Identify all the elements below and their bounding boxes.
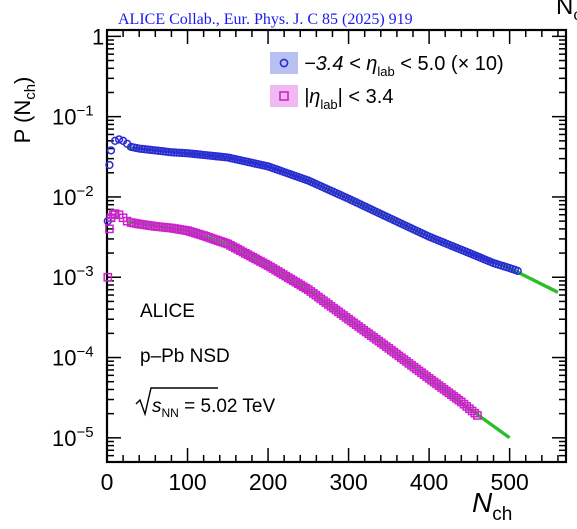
y-tick-label: 10−5 — [52, 424, 94, 451]
x-tick-label: 300 — [329, 469, 367, 495]
data-point-square — [185, 227, 195, 236]
x-tick-label: 0 — [101, 469, 114, 495]
data-point-square — [465, 404, 474, 414]
data-point-circle — [110, 136, 120, 145]
y-axis-label: P (Nch) — [10, 77, 39, 144]
citation-text: ALICE Collab., Eur. Phys. J. C 85 (2025)… — [118, 11, 413, 28]
x-tick-label: 100 — [168, 469, 206, 495]
legend-marker-circle — [279, 58, 289, 68]
legend-label-1: |ηlab| < 3.4 — [304, 86, 393, 112]
data-point-square — [109, 210, 118, 220]
data-point-circle — [167, 148, 176, 157]
data-markers — [103, 135, 522, 420]
data-point-circle — [105, 160, 114, 170]
data-point-square — [188, 227, 198, 237]
fit-curve-0 — [126, 146, 559, 294]
data-point-square — [462, 402, 472, 411]
data-point-circle — [178, 148, 187, 158]
data-point-square — [470, 408, 480, 418]
y-tick-label: 10−1 — [52, 103, 94, 130]
sqrt-symbol — [135, 387, 218, 417]
data-point-square — [103, 272, 113, 282]
legend-swatch-bg-0 — [270, 52, 298, 74]
energy-text: sNN = 5.02 TeV — [152, 396, 275, 420]
data-point-square — [191, 228, 200, 238]
y-tick-label: 10−4 — [52, 344, 94, 371]
data-point-circle — [180, 148, 189, 158]
x-tick-label: 500 — [490, 469, 528, 495]
y-tick-label: 1 — [92, 24, 104, 49]
y-tick-label: 10−3 — [52, 263, 94, 290]
legend-entry-0: −3.4 < ηlab < 5.0 (× 10) — [270, 52, 504, 79]
data-point-circle — [114, 135, 124, 144]
x-tick-label: 400 — [410, 469, 448, 495]
legend: −3.4 < ηlab < 5.0 (× 10) |ηlab| < 3.4 — [270, 52, 504, 112]
data-point-square — [456, 397, 466, 407]
data-point-square — [459, 399, 469, 409]
legend-label-0: −3.4 < ηlab < 5.0 (× 10) — [304, 53, 504, 79]
corner-fragment: Nc — [556, 0, 577, 24]
y-tick-label: 10−2 — [52, 183, 94, 210]
x-axis-label: Nch — [472, 487, 512, 525]
data-point-square — [473, 411, 482, 420]
data-point-square — [105, 224, 114, 234]
legend-marker-square — [279, 91, 289, 101]
legend-swatch-bg-1 — [270, 85, 298, 107]
data-point-circle — [175, 148, 184, 157]
data-point-circle — [106, 146, 116, 155]
legend-entry-1: |ηlab| < 3.4 — [270, 85, 393, 112]
fit-curves — [126, 146, 559, 440]
data-point-square — [183, 226, 192, 236]
axes-layer: 0 100 200 300 400 500 1 10−1 10−2 10−3 10−4 10−5 — [52, 24, 568, 495]
data-point-circle — [169, 148, 179, 157]
data-point-square — [467, 406, 477, 416]
data-point-circle — [513, 266, 522, 276]
collision-system-label: p–Pb NSD — [140, 346, 230, 367]
x-tick-label: 200 — [249, 469, 287, 495]
experiment-label: ALICE — [140, 301, 195, 322]
energy-label: sNN = 5.02 TeV — [135, 387, 275, 420]
plot-frame — [105, 28, 568, 464]
data-point-circle — [172, 148, 181, 157]
